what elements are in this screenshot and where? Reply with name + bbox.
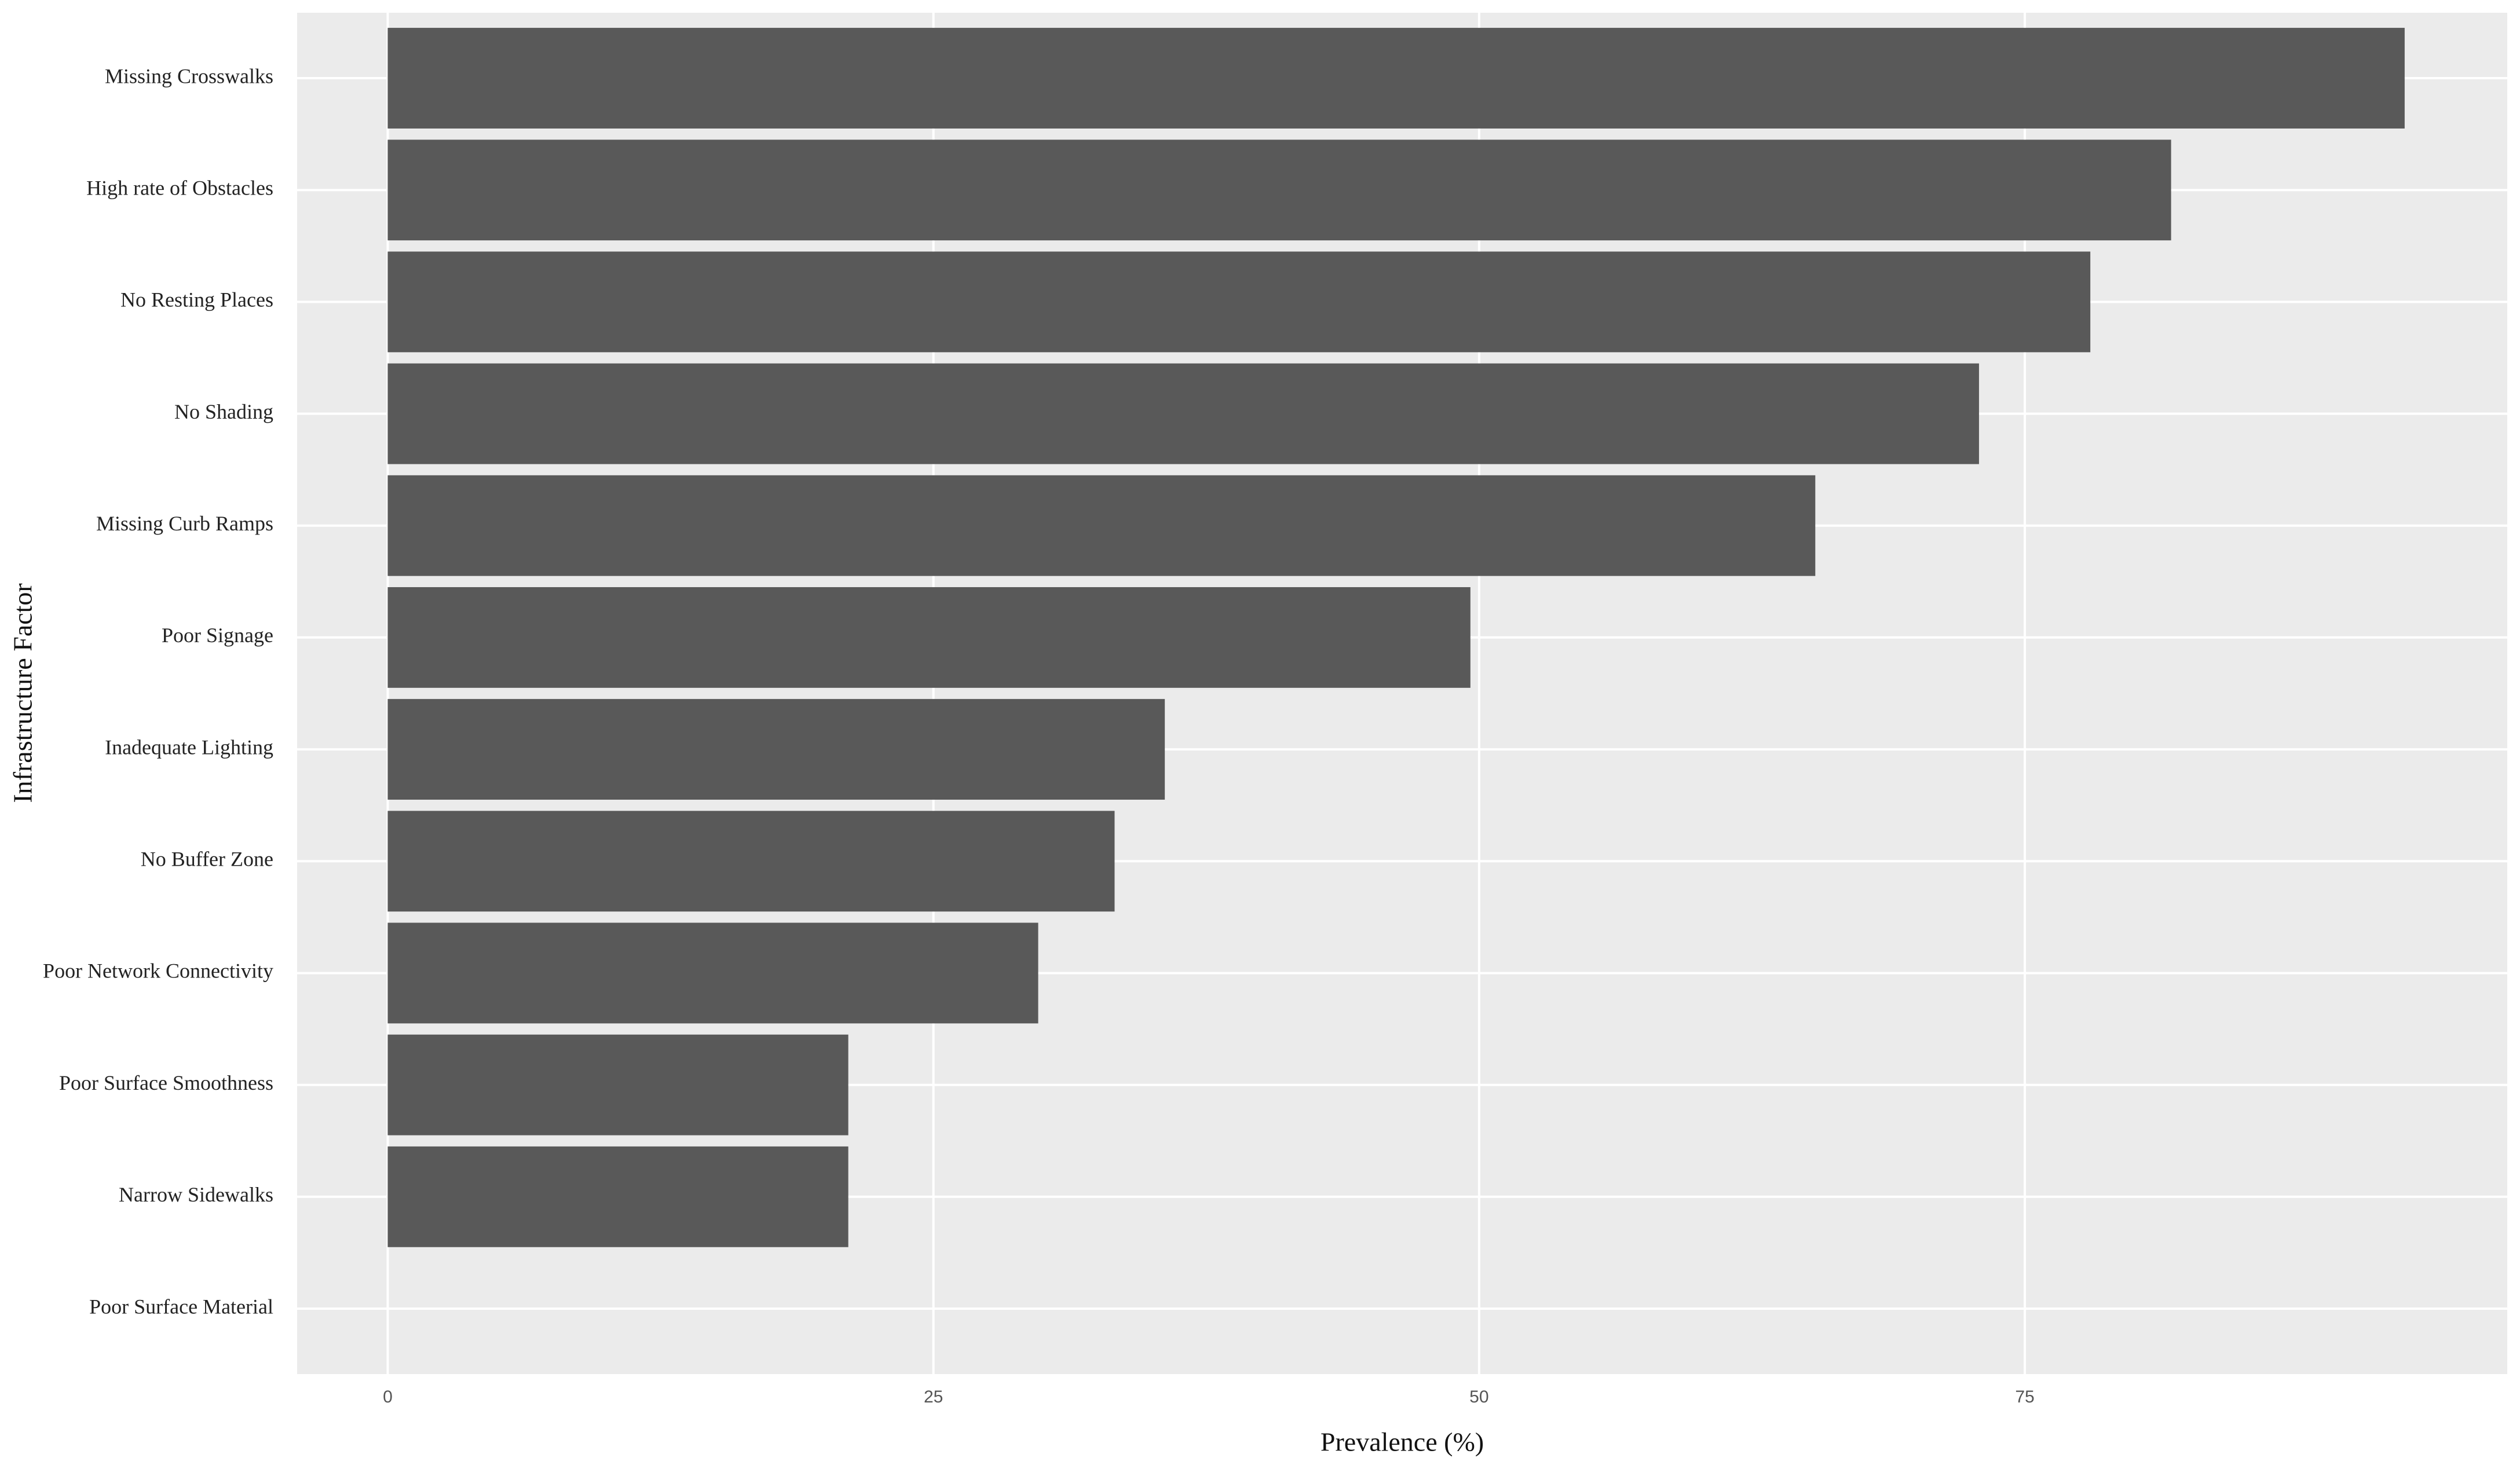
- bar: [387, 363, 1979, 464]
- x-axis-title: Prevalence (%): [1321, 1427, 1484, 1457]
- y-tick-label: No Shading: [174, 400, 273, 423]
- bar: [387, 140, 2171, 241]
- y-tick-label: High rate of Obstacles: [86, 176, 273, 199]
- y-tick-label: Poor Surface Smoothness: [59, 1071, 273, 1094]
- bar: [387, 251, 2091, 353]
- y-tick-label: Poor Signage: [162, 624, 273, 647]
- y-tick-label: Inadequate Lighting: [105, 735, 273, 759]
- bar: [387, 922, 1038, 1024]
- y-tick-label: No Buffer Zone: [141, 848, 273, 871]
- x-tick-label: 75: [2015, 1387, 2034, 1407]
- y-tick-label: No Resting Places: [120, 288, 273, 312]
- y-tick-label: Poor Surface Material: [89, 1295, 273, 1318]
- bar: [387, 28, 2405, 129]
- bar: [387, 811, 1115, 912]
- y-tick-label: Poor Network Connectivity: [43, 959, 273, 983]
- y-tick-label: Narrow Sidewalks: [119, 1183, 273, 1206]
- y-tick-label: Missing Crosswalks: [105, 64, 273, 87]
- bar: [387, 1146, 848, 1247]
- x-tick-label: 50: [1469, 1387, 1488, 1407]
- bar: [387, 1034, 848, 1136]
- bar: [387, 699, 1165, 800]
- y-axis-title: Infrastructure Factor: [8, 583, 38, 803]
- x-tick-label: 25: [924, 1387, 943, 1407]
- x-tick-label: 0: [383, 1387, 393, 1407]
- bar: [387, 587, 1471, 688]
- bar: [387, 475, 1816, 576]
- y-tick-label: Missing Curb Ramps: [96, 512, 273, 535]
